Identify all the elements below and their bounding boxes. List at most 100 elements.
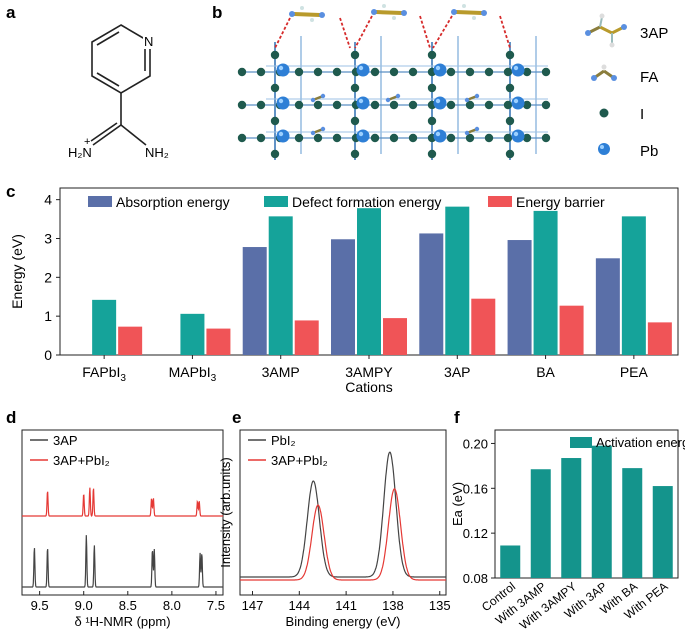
iodine-atom	[427, 83, 437, 93]
n-atom-mask	[143, 33, 155, 49]
h2n-plus-atom: H₂N	[68, 145, 92, 160]
panel-label-b: b	[212, 3, 222, 22]
y-axis-label: Energy (eV)	[9, 234, 25, 309]
y-axis-label: Intensity (arb.units)	[218, 457, 233, 568]
iodine-atom	[389, 100, 399, 110]
iodine-atom-icon	[599, 108, 609, 118]
lead-atom	[276, 96, 290, 110]
x-tick-label: BA	[536, 364, 555, 380]
legend-label: PbI₂	[271, 433, 296, 448]
lead-atom-highlight	[513, 98, 519, 104]
x-tick-label: 135	[429, 598, 451, 613]
lead-atom-highlight	[513, 65, 519, 71]
lead-atom-highlight	[435, 65, 441, 71]
iodine-atom	[505, 149, 515, 159]
lead-atom	[511, 96, 525, 110]
lead-atom	[276, 129, 290, 143]
iodine-atom	[270, 149, 280, 159]
iodine-atom	[427, 50, 437, 60]
iodine-atom	[270, 50, 280, 60]
plot-frame	[239, 429, 447, 596]
3ap-h-atom	[382, 4, 386, 8]
fa-n-atom	[464, 130, 470, 136]
lead-atom-icon	[598, 143, 610, 155]
spectrum-line	[240, 451, 446, 578]
iodine-atom	[350, 116, 360, 126]
y-tick-label: 0.12	[463, 526, 488, 541]
lead-atom-highlight	[435, 98, 441, 104]
fa-molecule-icon	[591, 64, 617, 81]
charge-plus: +	[84, 136, 90, 148]
3ap-molecule-icon	[585, 13, 627, 48]
iodine-atom	[237, 67, 247, 77]
legend-fa-label: FA	[640, 69, 658, 86]
bar-defect-formation-energy	[445, 206, 470, 355]
lead-atom	[276, 63, 290, 77]
3ap-molecule	[375, 10, 403, 15]
iodine-atom	[256, 67, 266, 77]
x-tick-label: 9.5	[31, 598, 49, 613]
iodine-atom	[465, 100, 475, 110]
crystal-structure-illustration	[237, 4, 551, 160]
chart-cation-energies: 0 1 2 3 4 Energy (eV) FAPbI3 MAPbI3 3AMP 3AMPY 3AP…	[9, 187, 679, 395]
hydrogen-bond	[419, 15, 431, 49]
bar-defect-formation-energy	[180, 313, 205, 355]
x-tick-label: 3AMP	[262, 364, 300, 380]
x-tick-label: FAPbI3	[82, 364, 126, 384]
pyridine-amidinium-structure	[90, 24, 151, 146]
x-tick-label: MAPbI3	[169, 364, 217, 384]
x-tick-label: 3AP	[444, 364, 470, 380]
bar-defect-formation-energy	[533, 210, 558, 355]
iodine-atom	[389, 67, 399, 77]
legend-label: Absorption energy	[116, 194, 230, 210]
hydrogen-bond	[274, 17, 291, 49]
iodine-atom	[541, 67, 551, 77]
3ap-molecule	[293, 12, 321, 17]
iodine-atom	[294, 133, 304, 143]
3ap-h-atom	[392, 16, 396, 20]
iodine-atom	[237, 133, 247, 143]
iodine-atom	[484, 67, 494, 77]
hydrogen-bond	[354, 15, 373, 49]
lead-atom-highlight	[513, 131, 519, 137]
spectrum-line	[22, 487, 223, 517]
3ap-n-atom	[289, 11, 295, 17]
3ap-h-atom	[462, 4, 466, 8]
iodine-atom	[503, 133, 513, 143]
fa-n-atom	[310, 130, 316, 136]
lead-atom	[433, 129, 447, 143]
legend-label: Defect formation energy	[292, 194, 441, 210]
iodine-atom	[522, 67, 532, 77]
iodine-atom	[522, 100, 532, 110]
panel-label-c: c	[6, 182, 15, 201]
bar-absorption-energy	[242, 247, 267, 355]
legend-label: Energy barrier	[516, 194, 605, 210]
bar-activation-energy	[500, 545, 521, 578]
hydrogen-bond	[499, 15, 511, 49]
iodine-atom	[408, 67, 418, 77]
lead-atom	[356, 129, 370, 143]
lead-atom	[356, 96, 370, 110]
iodine-atom	[270, 83, 280, 93]
bar-absorption-energy	[331, 239, 355, 355]
panel-label-d: d	[6, 408, 16, 427]
iodine-atom	[541, 100, 551, 110]
chart-nmr-spectra: 9.5 9.0 8.5 8.0 7.5 δ ¹H-NMR (ppm) 3AP 3AP+PbI₂	[21, 429, 225, 629]
y-axis-label: Ea (eV)	[450, 482, 465, 526]
panel-label-a: a	[6, 3, 16, 22]
x-tick-label: 138	[382, 598, 404, 613]
hydrogen-bond	[432, 15, 453, 49]
lead-atom-highlight	[278, 65, 284, 71]
3ap-n-atom	[481, 10, 487, 16]
iodine-atom	[370, 100, 380, 110]
x-tick-label: 7.5	[207, 598, 225, 613]
lead-atom	[511, 129, 525, 143]
iodine-atom	[503, 67, 513, 77]
3ap-n-atom	[451, 9, 457, 15]
iodine-atom	[522, 133, 532, 143]
lead-atom-highlight	[278, 131, 284, 137]
bar-defect-formation-energy	[92, 299, 117, 355]
panel-label-e: e	[232, 408, 241, 427]
iodine-atom	[256, 133, 266, 143]
iodine-atom	[465, 133, 475, 143]
